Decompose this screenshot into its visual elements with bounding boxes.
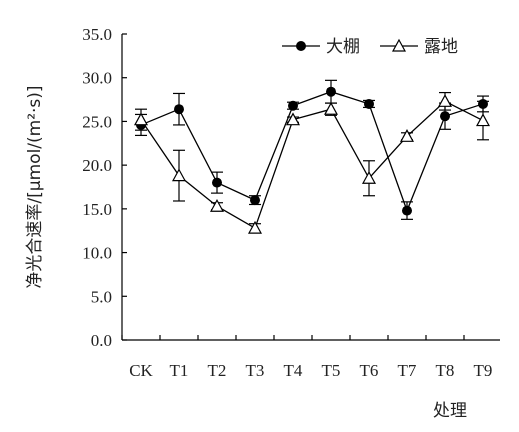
data-point [288, 100, 298, 111]
x-tick-label: CK [129, 361, 153, 380]
legend-marker-露地 [391, 38, 407, 52]
y-tick-label: 0.0 [91, 331, 112, 350]
legend-marker-大棚 [296, 41, 306, 51]
x-axis-title: 处理 [433, 401, 467, 421]
data-point [399, 129, 415, 142]
data-point [475, 113, 491, 127]
data-point [402, 205, 412, 216]
data-point [326, 86, 336, 97]
x-tick-label: T7 [398, 361, 417, 380]
y-tick-label: 20.0 [82, 156, 112, 175]
data-point [323, 101, 339, 115]
x-tick-label: T3 [246, 361, 265, 380]
y-tick-label: 10.0 [82, 244, 112, 263]
data-point [171, 168, 187, 182]
data-point [440, 111, 450, 122]
data-point [247, 220, 263, 234]
y-tick-label: 35.0 [82, 25, 112, 44]
legend-label-大棚: 大棚 [326, 37, 360, 57]
y-ticks: 0.0 5.0 10.0 15.0 20.0 25.0 30.0 35.0 [82, 25, 127, 350]
x-tick-label: T6 [360, 361, 379, 380]
y-tick-label: 15.0 [82, 200, 112, 219]
legend-label-露地: 露地 [424, 37, 458, 57]
y-tick-label: 5.0 [91, 287, 112, 306]
series-line [140, 100, 484, 230]
y-tick-label: 30.0 [82, 69, 112, 88]
data-point [361, 171, 377, 184]
series-layer [133, 79, 491, 234]
series-大棚 [135, 79, 489, 220]
x-tick-label: T9 [474, 361, 493, 380]
data-point [285, 112, 301, 126]
legend: 大棚 露地 [282, 37, 458, 57]
data-point [212, 177, 222, 188]
data-point [250, 195, 260, 206]
x-tick-label: T1 [170, 361, 189, 380]
y-axis-title: 净光合速率/[μmol/(m²·s)] [25, 85, 45, 288]
x-ticks: CK T1 T2 T3 T4 T5 T6 T7 T8 T9 [121, 335, 493, 380]
data-point [364, 98, 374, 109]
x-tick-label: T5 [322, 361, 341, 380]
y-tick-label: 25.0 [82, 112, 112, 131]
data-point [174, 104, 184, 115]
x-tick-label: T8 [436, 361, 455, 380]
x-tick-label: T4 [284, 361, 303, 380]
series-line [140, 91, 484, 213]
data-point [209, 198, 225, 212]
data-point [437, 94, 453, 107]
series-露地 [133, 91, 491, 234]
data-point [133, 112, 149, 126]
x-tick-label: T2 [208, 361, 227, 380]
